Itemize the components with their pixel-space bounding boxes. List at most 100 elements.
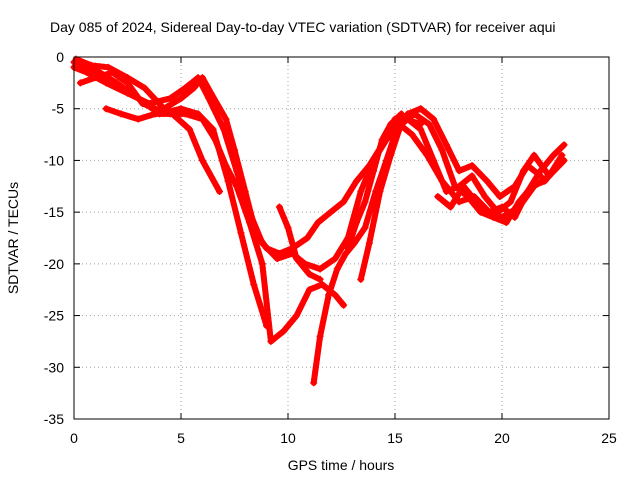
data-point-marker xyxy=(198,74,206,82)
data-point-marker xyxy=(541,177,549,185)
x-tick-label: 0 xyxy=(70,430,78,446)
data-point-marker xyxy=(207,89,215,97)
data-point-marker xyxy=(293,255,301,263)
data-point-marker xyxy=(275,250,283,258)
plot-frame xyxy=(73,56,610,420)
data-point-marker xyxy=(102,79,110,87)
data-point-marker xyxy=(496,193,504,201)
data-point-marker xyxy=(198,156,206,164)
y-tick-label: -5 xyxy=(52,101,65,117)
y-tick-label: -15 xyxy=(44,204,64,220)
x-tick-label: 25 xyxy=(601,430,617,446)
y-tick-label: -25 xyxy=(44,308,64,324)
data-point-marker xyxy=(102,105,110,113)
series-trail xyxy=(71,64,568,272)
data-point-marker xyxy=(524,162,532,170)
y-tick-label: 0 xyxy=(56,49,64,65)
x-tick-label: 5 xyxy=(177,430,185,446)
data-point-marker xyxy=(477,208,485,216)
data-point-marker xyxy=(459,182,467,190)
data-point-marker xyxy=(305,286,313,294)
data-point-marker xyxy=(222,115,230,123)
data-point-marker xyxy=(483,177,491,185)
data-point-marker xyxy=(263,244,271,252)
data-point-marker xyxy=(314,218,322,226)
data-point-marker xyxy=(216,187,224,195)
data-point-marker xyxy=(376,182,384,190)
data-point-marker xyxy=(305,270,313,278)
data-point-marker xyxy=(186,125,194,133)
data-point-marker xyxy=(333,265,341,273)
x-axis-title: GPS time / hours xyxy=(288,457,395,473)
data-point-marker xyxy=(231,146,238,154)
data-point-marker xyxy=(250,281,258,289)
data-point-marker xyxy=(472,198,480,206)
data-point-marker xyxy=(141,84,149,92)
data-point-marker xyxy=(357,275,365,283)
data-point-marker xyxy=(211,136,219,144)
data-point-marker xyxy=(124,79,131,87)
data-point-marker xyxy=(387,146,395,154)
data-point-marker xyxy=(275,203,283,211)
data-point-marker xyxy=(293,312,301,320)
data-point-marker xyxy=(361,198,369,206)
data-point-marker xyxy=(485,208,493,216)
data-point-marker xyxy=(498,203,506,211)
data-point-marker xyxy=(190,84,198,92)
data-point-marker xyxy=(387,120,395,128)
data-point-marker xyxy=(138,100,146,108)
y-tick-label: -20 xyxy=(44,256,64,272)
data-point-marker xyxy=(560,141,568,149)
series-track-6 xyxy=(275,203,324,283)
data-point-marker xyxy=(365,162,373,170)
data-point-marker xyxy=(166,94,174,102)
data-point-marker xyxy=(310,379,318,387)
data-point-marker xyxy=(245,218,253,226)
chart-title: Day 085 of 2024, Sidereal Day-to-day VTE… xyxy=(50,19,556,35)
data-point-marker xyxy=(438,146,446,154)
data-point-marker xyxy=(134,115,142,123)
data-point-marker xyxy=(344,244,352,252)
series-track-3 xyxy=(72,55,566,258)
y-axis-title: SDTVAR / TECUs xyxy=(5,182,21,294)
y-tick-label: -35 xyxy=(44,411,64,427)
data-point-marker xyxy=(442,141,450,149)
data-point-marker xyxy=(124,89,131,97)
data-point-marker xyxy=(316,265,324,273)
data-point-marker xyxy=(502,218,510,226)
data-point-marker xyxy=(327,208,335,216)
data-point-marker xyxy=(151,110,159,118)
data-point-marker xyxy=(109,69,117,77)
data-point-marker xyxy=(325,291,333,299)
data-point-marker xyxy=(87,61,95,69)
data-point-marker xyxy=(481,193,489,201)
data-point-marker xyxy=(76,79,84,87)
data-point-marker xyxy=(425,120,433,128)
data-point-marker xyxy=(530,151,538,159)
series-track-2 xyxy=(70,63,568,273)
data-point-marker xyxy=(316,332,324,340)
data-point-marker xyxy=(489,213,497,221)
data-point-marker xyxy=(340,301,348,309)
data-point-marker xyxy=(258,260,266,268)
data-point-marker xyxy=(511,213,519,221)
data-point-marker xyxy=(434,193,442,201)
data-point-marker xyxy=(117,110,125,118)
data-point-marker xyxy=(237,229,245,237)
series-track-11 xyxy=(434,141,568,221)
data-point-marker xyxy=(181,84,189,92)
data-point-marker xyxy=(468,172,476,180)
data-point-marker xyxy=(342,250,350,258)
data-point-marker xyxy=(447,203,455,211)
data-point-marker xyxy=(181,110,189,118)
series-track-9 xyxy=(344,110,405,252)
data-point-marker xyxy=(378,136,386,144)
data-point-marker xyxy=(233,182,241,190)
data-point-marker xyxy=(241,187,249,195)
data-point-marker xyxy=(318,281,326,289)
data-point-marker xyxy=(352,177,360,185)
data-point-marker xyxy=(177,94,185,102)
x-tick-label: 20 xyxy=(494,430,510,446)
data-point-marker xyxy=(357,187,365,195)
x-tick-label: 15 xyxy=(387,430,403,446)
